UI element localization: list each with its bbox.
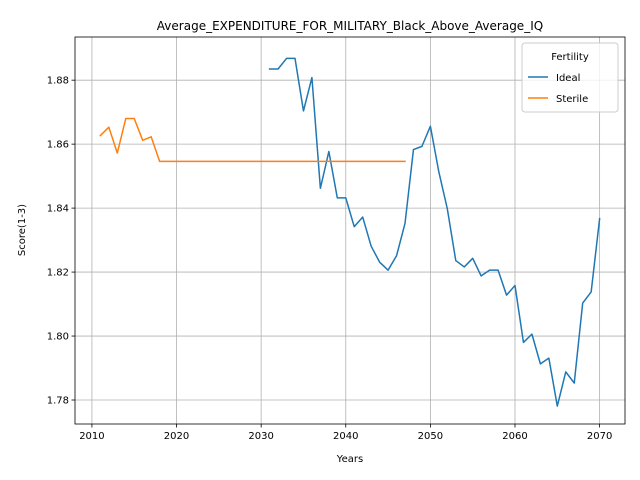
x-axis-label: Years <box>336 454 363 465</box>
legend: Fertility Ideal Sterile <box>521 42 619 113</box>
x-tick-label: 2020 <box>164 431 189 442</box>
y-tick-label: 1.78 <box>47 396 69 407</box>
x-tick-label: 2010 <box>79 431 104 442</box>
y-tick-label: 1.84 <box>47 204 69 215</box>
y-axis-label: Score(1-3) <box>17 204 28 256</box>
chart-title: Average_EXPENDITURE_FOR_MILITARY_Black_A… <box>157 19 543 33</box>
axis-ticks: 2010 2020 2030 2040 2050 2060 2070 1.78 1.80 1.82… <box>47 76 613 442</box>
legend-title: Fertility <box>551 52 589 63</box>
y-tick-label: 1.82 <box>47 268 69 279</box>
y-tick-label: 1.86 <box>47 140 69 151</box>
y-tick-label: 1.88 <box>47 76 69 87</box>
axes-frame <box>74 36 626 425</box>
legend-label-sterile: Sterile <box>556 94 588 105</box>
x-tick-label: 2060 <box>502 431 527 442</box>
y-tick-label: 1.80 <box>47 332 69 343</box>
x-tick-label: 2030 <box>248 431 273 442</box>
grid <box>75 37 625 424</box>
x-tick-label: 2070 <box>587 431 612 442</box>
series-lines <box>99 57 601 407</box>
legend-label-ideal: Ideal <box>556 73 580 84</box>
legend-box <box>521 42 619 113</box>
x-tick-label: 2050 <box>418 431 443 442</box>
series-line-sterile <box>99 117 406 163</box>
series-line-ideal <box>268 57 601 407</box>
x-tick-label: 2040 <box>333 431 358 442</box>
